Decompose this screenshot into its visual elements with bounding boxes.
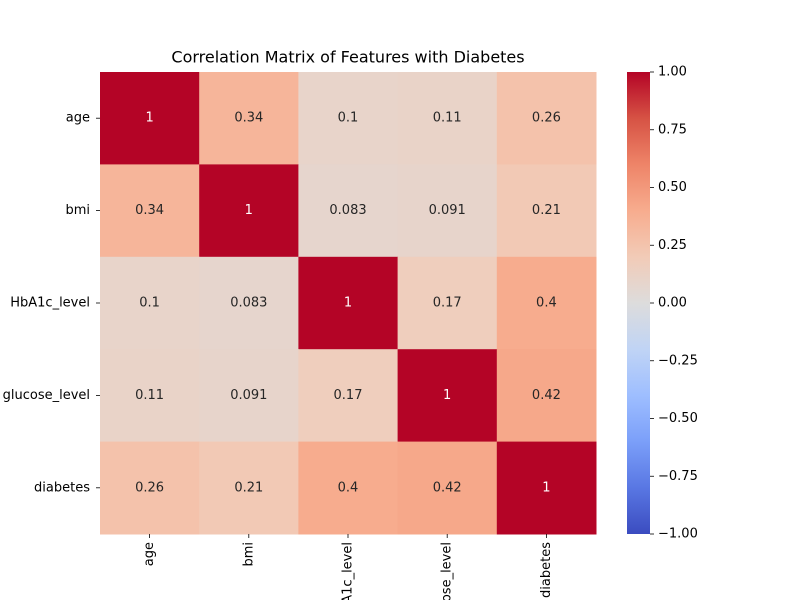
heatmap-cell [496, 441, 597, 535]
cell-label: 0.26 [532, 111, 561, 126]
cell-label: 0.34 [234, 111, 263, 126]
chart-title: Correlation Matrix of Features with Diab… [171, 48, 524, 67]
heatmap-cell [397, 349, 498, 443]
heatmap-cell [496, 72, 597, 165]
heatmap-cell [100, 441, 200, 535]
heatmap-cell [199, 164, 299, 258]
heatmap-cell [496, 164, 597, 258]
x-tick-label: HbA1c_level [341, 542, 356, 600]
colorbar-tick-label: −1.00 [658, 527, 698, 542]
heatmap-cell [199, 256, 299, 350]
cell-label: 0.34 [135, 203, 164, 218]
cell-label: 1 [245, 203, 253, 218]
heatmap-cell [100, 256, 200, 350]
cell-label: 0.42 [532, 388, 561, 403]
cell-label: 0.11 [135, 388, 164, 403]
heatmap-cell [199, 72, 299, 165]
colorbar-tick-label: −0.75 [658, 469, 698, 484]
x-tick-label: bmi [241, 542, 256, 567]
colorbar-tick-label: −0.50 [658, 411, 698, 426]
cell-label: 0.17 [334, 388, 363, 403]
y-tick-label: diabetes [34, 480, 90, 495]
heatmap-cell [100, 164, 200, 258]
cell-label: 0.083 [329, 203, 366, 218]
y-tick-label: glucose_level [3, 388, 90, 403]
cell-label: 0.091 [429, 203, 466, 218]
heatmap-cell [298, 349, 399, 443]
colorbar-tick-label: 0.25 [658, 238, 687, 253]
heatmap-cell [298, 441, 399, 535]
heatmap-cell [298, 256, 399, 350]
colorbar-tick-label: 0.75 [658, 122, 687, 137]
cell-label: 0.4 [536, 296, 557, 311]
colorbar [627, 72, 650, 534]
cell-label: 1 [344, 296, 352, 311]
cell-label: 1 [145, 111, 153, 126]
y-tick-label: age [66, 111, 90, 126]
heatmap-cell [397, 164, 498, 258]
cell-label: 0.17 [433, 296, 462, 311]
heatmap-cell [298, 72, 399, 165]
cell-label: 0.091 [230, 388, 267, 403]
heatmap-cell [496, 256, 597, 350]
cell-label: 0.11 [433, 111, 462, 126]
colorbar-tick-label: −0.25 [658, 353, 698, 368]
cell-label: 0.26 [135, 480, 164, 495]
heatmap-cell [397, 72, 498, 165]
heatmap-cell [199, 349, 299, 443]
heatmap-cell [397, 256, 498, 350]
y-tick-label: HbA1c_level [10, 296, 90, 311]
heatmap-cell [100, 349, 200, 443]
y-tick-label: bmi [65, 203, 90, 218]
cell-label: 0.21 [234, 480, 263, 495]
heatmap-cell [199, 441, 299, 535]
cell-label: 0.083 [230, 296, 267, 311]
heatmap-cell [397, 441, 498, 535]
heatmap-cell [298, 164, 399, 258]
cell-label: 0.1 [139, 296, 160, 311]
colorbar-tick-label: 0.00 [658, 296, 687, 311]
colorbar-tick-label: 1.00 [658, 65, 687, 80]
cell-label: 1 [443, 388, 451, 403]
cell-label: 1 [542, 480, 550, 495]
cell-label: 0.21 [532, 203, 561, 218]
cell-label: 0.4 [338, 480, 359, 495]
x-tick-label: diabetes [539, 542, 554, 598]
heatmap-cell [496, 349, 597, 443]
heatmap-cell [100, 72, 200, 165]
colorbar-tick-label: 0.50 [658, 180, 687, 195]
cell-label: 0.1 [338, 111, 359, 126]
cell-label: 0.42 [433, 480, 462, 495]
x-tick-label: age [142, 542, 157, 566]
x-tick-label: glucose_level [440, 542, 455, 600]
